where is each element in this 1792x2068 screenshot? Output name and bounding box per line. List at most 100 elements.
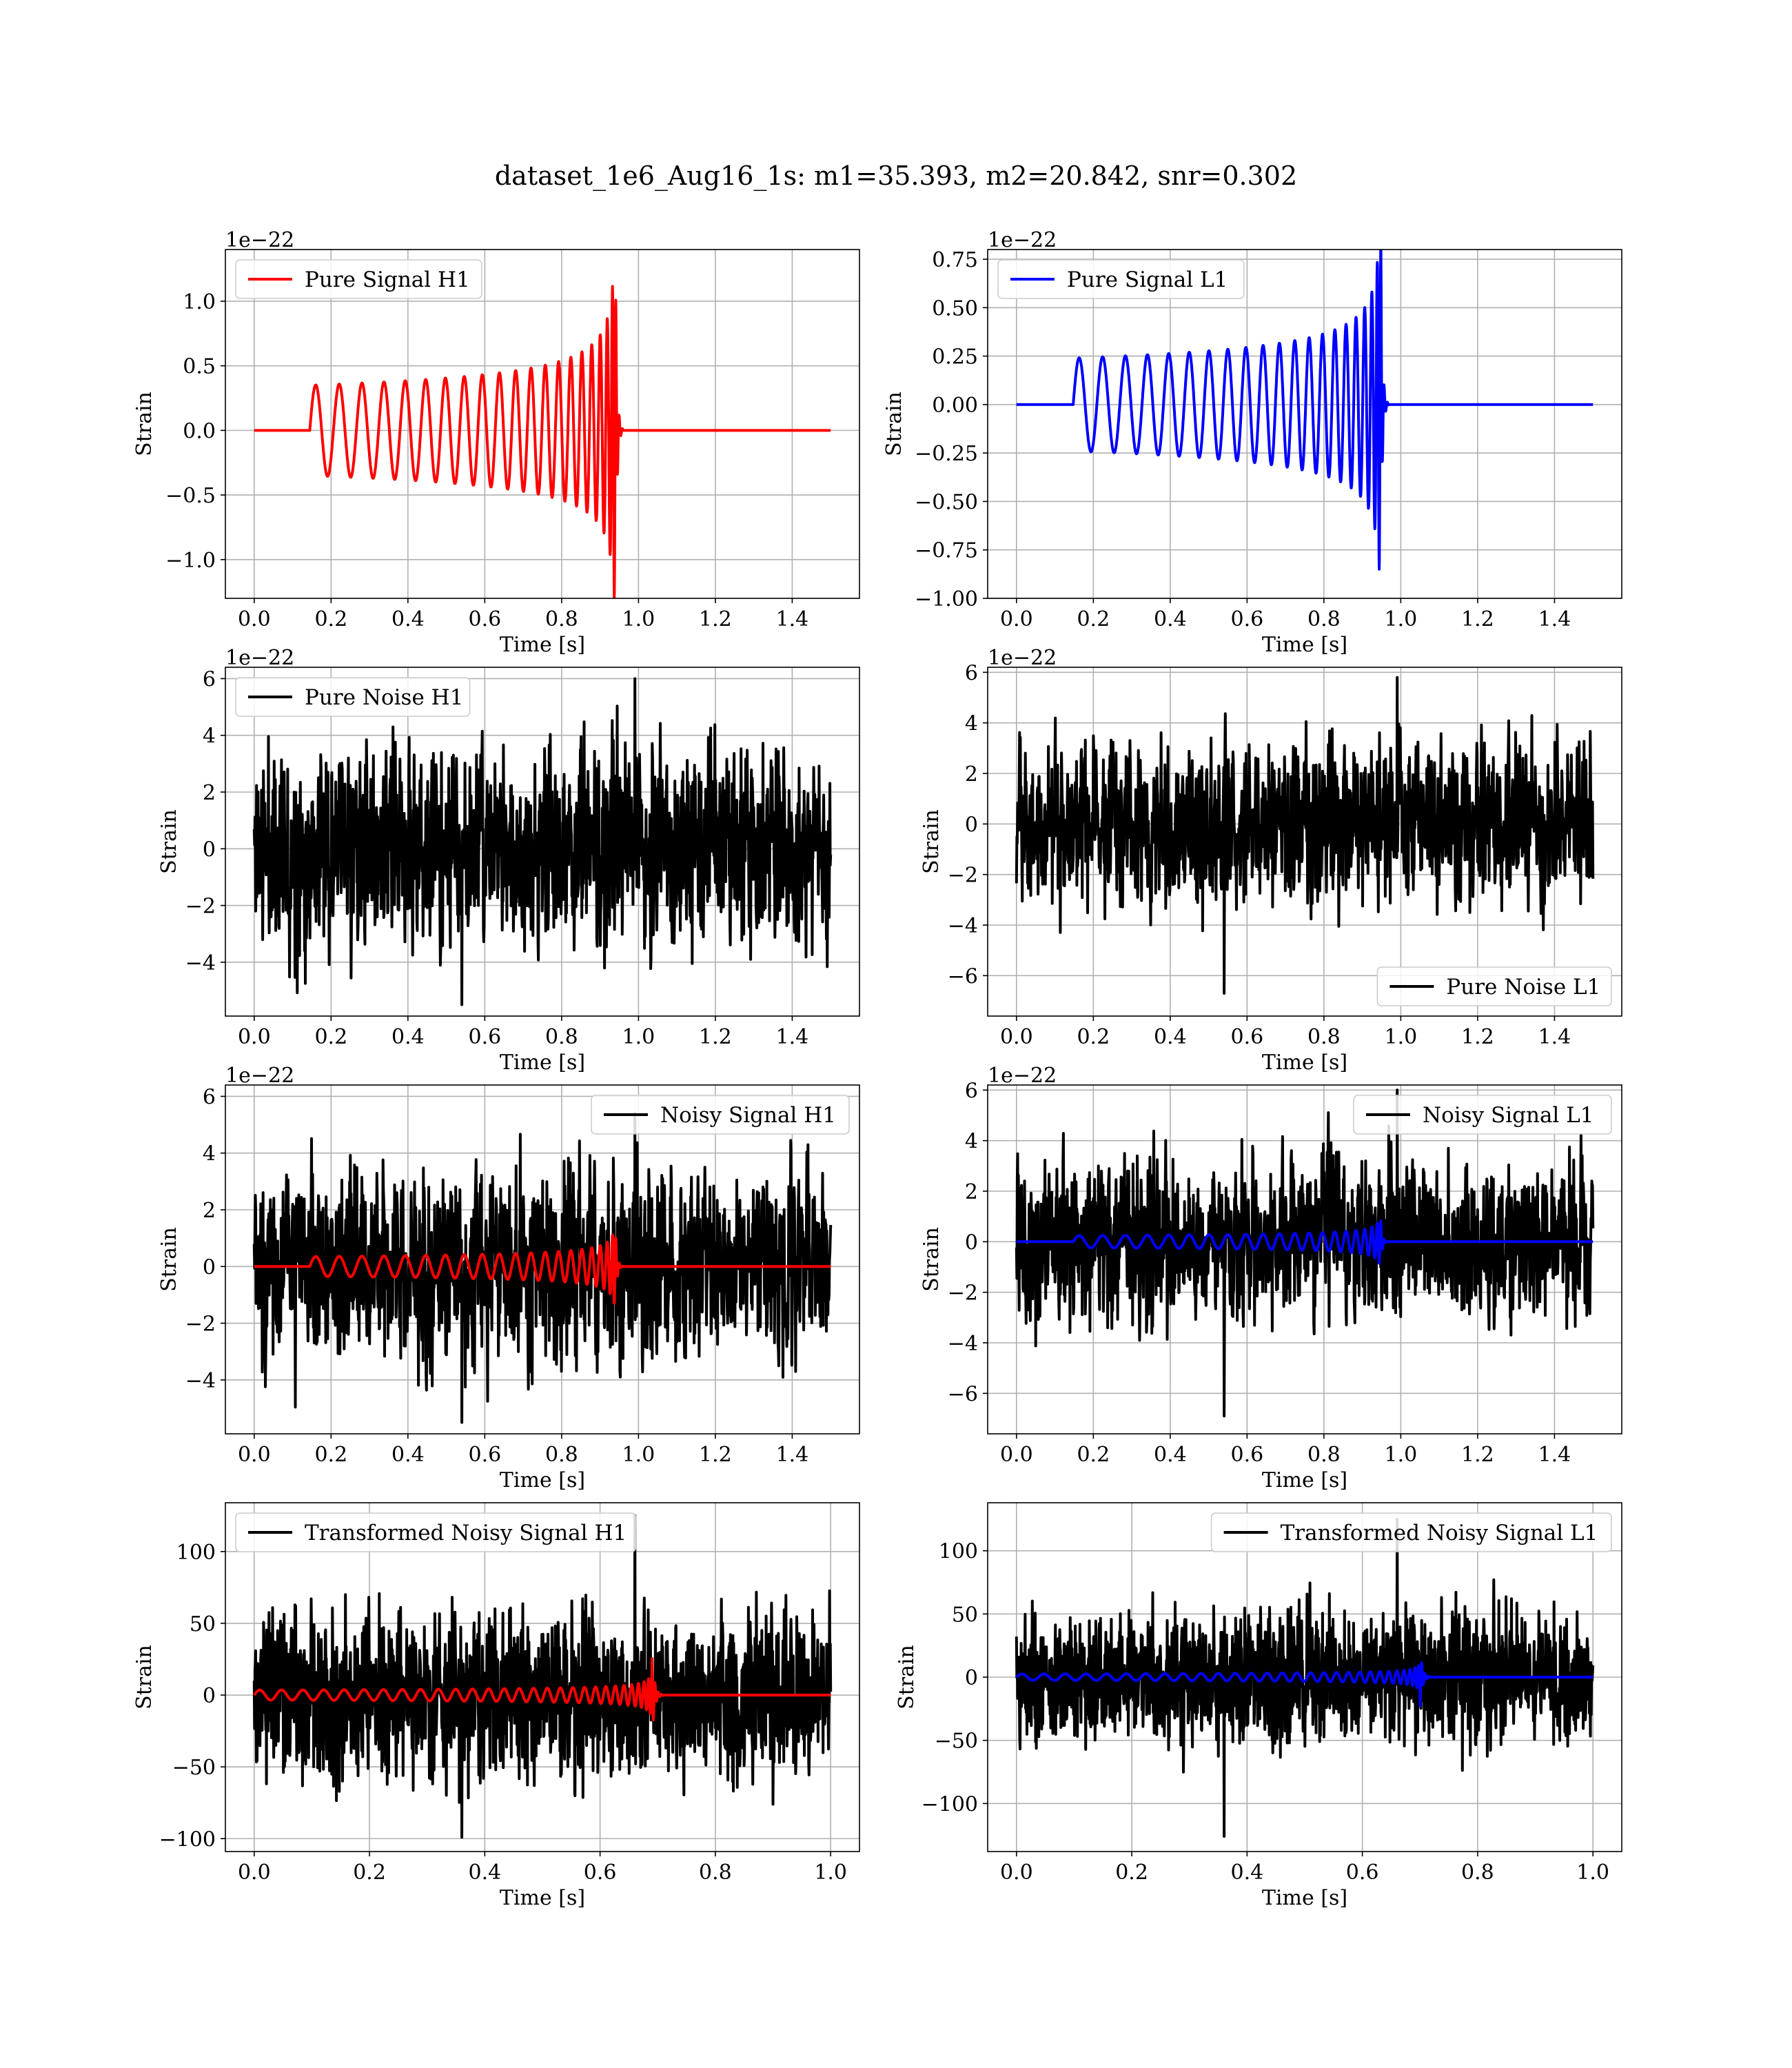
x-tick-label: 0.8 <box>1461 1861 1494 1885</box>
series-line-transformed-noisy-signal-l1 <box>1015 1517 1595 1838</box>
legend-box <box>235 1512 637 1552</box>
x-tick-label: 1.4 <box>776 607 809 631</box>
y-tick-label: −50 <box>935 1730 978 1754</box>
x-axis-label: Time [s] <box>1262 1051 1347 1075</box>
x-tick-label: 0.6 <box>1231 607 1264 631</box>
axes-frame <box>225 1502 860 1852</box>
x-tick-label: 1.2 <box>1461 607 1494 631</box>
x-axis-label: Time [s] <box>1262 1886 1347 1910</box>
legend: Pure Noise L1 <box>1376 966 1612 1006</box>
y-tick-label: −6 <box>948 964 978 989</box>
series-group <box>1015 250 1594 571</box>
x-tick-label: 0.2 <box>1077 607 1110 631</box>
y-tick-label: 0 <box>203 838 216 862</box>
x-tick-label: 0.4 <box>391 1025 425 1049</box>
y-tick-label: −4 <box>948 1332 978 1356</box>
y-tick-label: 4 <box>203 724 216 749</box>
x-tick-label: 1.0 <box>1385 1443 1418 1467</box>
axes-frame <box>987 249 1622 599</box>
x-tick-label: 0.8 <box>699 1861 732 1885</box>
y-axis-label: Strain <box>919 1227 944 1292</box>
y-tick-label: 2 <box>203 781 216 805</box>
x-axis-label: Time [s] <box>500 1886 585 1910</box>
y-tick-label: 0 <box>965 813 978 837</box>
axis-offset-text: 1e−22 <box>988 228 1057 252</box>
y-tick-label: 50 <box>952 1603 978 1627</box>
y-tick-label: −0.50 <box>915 490 978 514</box>
y-axis-label: Strain <box>132 1645 156 1710</box>
x-tick-label: 0.6 <box>469 607 502 631</box>
series-line-transformed-noisy-signal-h1 <box>252 1514 833 1839</box>
y-tick-label: 0.75 <box>932 248 978 272</box>
legend-label: Pure Signal L1 <box>1067 267 1228 292</box>
legend-box <box>1210 1512 1612 1552</box>
x-tick-label: 0.4 <box>391 607 425 631</box>
x-tick-label: 0.0 <box>238 1861 271 1885</box>
legend-box <box>235 259 482 299</box>
x-tick-label: 1.4 <box>1538 607 1571 631</box>
y-tick-label: −4 <box>185 1369 216 1393</box>
axes-frame <box>987 667 1622 1017</box>
y-tick-label: 100 <box>176 1541 216 1565</box>
legend-label: Transformed Noisy Signal H1 <box>305 1521 627 1545</box>
y-tick-label: 0 <box>965 1666 978 1690</box>
subplot-pure-signal-h1: 0.0 0.2 0.4 0.6 0.8 1.0 1.2 1.4 −1.0 −0.5 0.0 0.5 1.… <box>132 228 860 657</box>
legend-box <box>591 1095 850 1135</box>
x-tick-label: 0.2 <box>314 607 347 631</box>
x-tick-label: 0.2 <box>1077 1025 1110 1049</box>
y-axis-label: Strain <box>882 392 906 456</box>
legend-box <box>1353 1095 1612 1135</box>
legend: Pure Noise H1 <box>235 677 471 717</box>
x-tick-label: 0.0 <box>238 1025 271 1049</box>
x-tick-label: 1.4 <box>776 1443 809 1467</box>
legend-label: Pure Signal H1 <box>305 267 470 292</box>
subplot-pure-signal-l1: 0.0 0.2 0.4 0.6 0.8 1.0 1.2 1.4 −1.00 −0.75 −0.50 −… <box>882 228 1622 657</box>
series-line-pure-signal-h1 <box>253 285 832 598</box>
legend-box <box>1376 966 1612 1006</box>
axes-frame <box>225 249 860 599</box>
legend: Noisy Signal L1 <box>1353 1095 1612 1135</box>
x-tick-label: 1.0 <box>814 1861 847 1885</box>
subplot-pure-noise-h1: 0.0 0.2 0.4 0.6 0.8 1.0 1.2 1.4 −4 −2 0 2 4 6 Time [s]… <box>157 646 860 1075</box>
legend: Pure Signal L1 <box>997 259 1245 299</box>
axis-offset-text: 1e−22 <box>225 646 294 670</box>
x-tick-label: 0.4 <box>469 1861 502 1885</box>
y-tick-label: 100 <box>939 1540 978 1564</box>
x-tick-label: 0.8 <box>545 607 578 631</box>
x-tick-label: 0.8 <box>545 1443 578 1467</box>
y-tick-label: −2 <box>948 864 978 888</box>
y-tick-label: 2 <box>965 1180 978 1204</box>
y-tick-label: 0 <box>203 1684 216 1708</box>
x-tick-label: 0.6 <box>1346 1861 1379 1885</box>
y-tick-label: −0.75 <box>915 539 978 563</box>
x-tick-label: 0.8 <box>1307 1025 1341 1049</box>
legend: Pure Signal H1 <box>235 259 482 299</box>
legend-label: Pure Noise L1 <box>1446 975 1600 1000</box>
x-tick-label: 1.2 <box>1461 1443 1494 1467</box>
y-tick-label: −2 <box>948 1281 978 1306</box>
axis-offset-text: 1e−22 <box>225 228 294 252</box>
x-tick-label: 0.0 <box>1000 607 1033 631</box>
x-tick-label: 1.2 <box>699 1443 732 1467</box>
series-line-noisy-signal-h1 <box>252 1112 833 1424</box>
axes-frame <box>225 667 860 1017</box>
y-tick-label: −4 <box>185 951 216 975</box>
x-tick-label: 0.2 <box>314 1025 347 1049</box>
y-tick-label: 0 <box>203 1255 216 1279</box>
y-tick-label: 0.50 <box>932 296 978 321</box>
series-group <box>1015 1517 1595 1838</box>
x-tick-label: 1.2 <box>1461 1025 1494 1049</box>
x-tick-label: 0.4 <box>1154 607 1187 631</box>
y-tick-label: 0.25 <box>932 345 978 369</box>
legend-box <box>235 677 471 717</box>
y-tick-label: 2 <box>965 762 978 787</box>
y-tick-label: 0.0 <box>183 419 216 443</box>
y-tick-label: −0.5 <box>165 484 216 508</box>
x-tick-label: 1.2 <box>699 607 732 631</box>
y-tick-label: 1.0 <box>183 290 216 314</box>
series-group <box>252 677 833 1006</box>
x-tick-label: 0.6 <box>1231 1443 1264 1467</box>
x-tick-label: 1.0 <box>622 607 655 631</box>
x-tick-label: 1.0 <box>622 1025 655 1049</box>
x-tick-label: 0.2 <box>1077 1443 1110 1467</box>
